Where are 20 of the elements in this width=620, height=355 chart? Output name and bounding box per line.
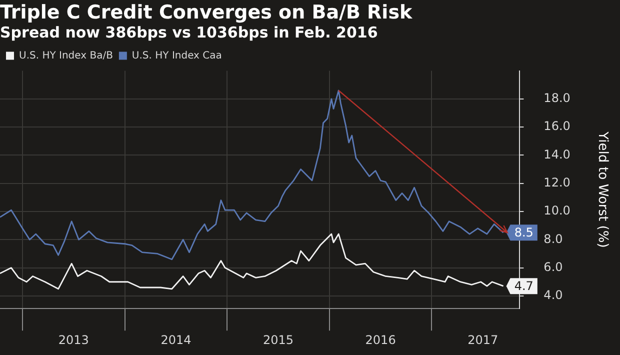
y-tick-label: 10.0 — [544, 204, 570, 218]
x-tick-label: 2015 — [262, 332, 294, 347]
x-tick-label: 2013 — [58, 332, 89, 347]
x-tick-label: 2016 — [365, 332, 396, 347]
annotation: 8.5 — [514, 226, 534, 240]
annotation: 4.7 — [514, 279, 534, 294]
y-tick-label: 18.0 — [544, 91, 570, 106]
legend-label: U.S. HY Index Ba/B — [19, 50, 114, 62]
x-tick-label: 2014 — [160, 332, 192, 347]
y-tick-label: 14.0 — [544, 147, 570, 162]
y-tick-label: 6.0 — [544, 260, 563, 274]
legend-label: U.S. HY Index Caa — [132, 50, 222, 62]
y-tick-label: 16.0 — [544, 119, 570, 134]
x-tick-label: 2017 — [468, 332, 498, 347]
y-tick-label: 12.0 — [544, 175, 570, 190]
chart-title: Triple C Credit Converges on Ba/B Risk — [0, 1, 412, 24]
y-tick-label: 8.0 — [544, 232, 563, 246]
y-tick-label: 4.0 — [544, 288, 563, 302]
chart-subtitle: Spread now 386bps vs 1036bps in Feb. 2016 — [0, 24, 378, 42]
y-axis-title: Yield to Worst (%) — [594, 130, 610, 248]
